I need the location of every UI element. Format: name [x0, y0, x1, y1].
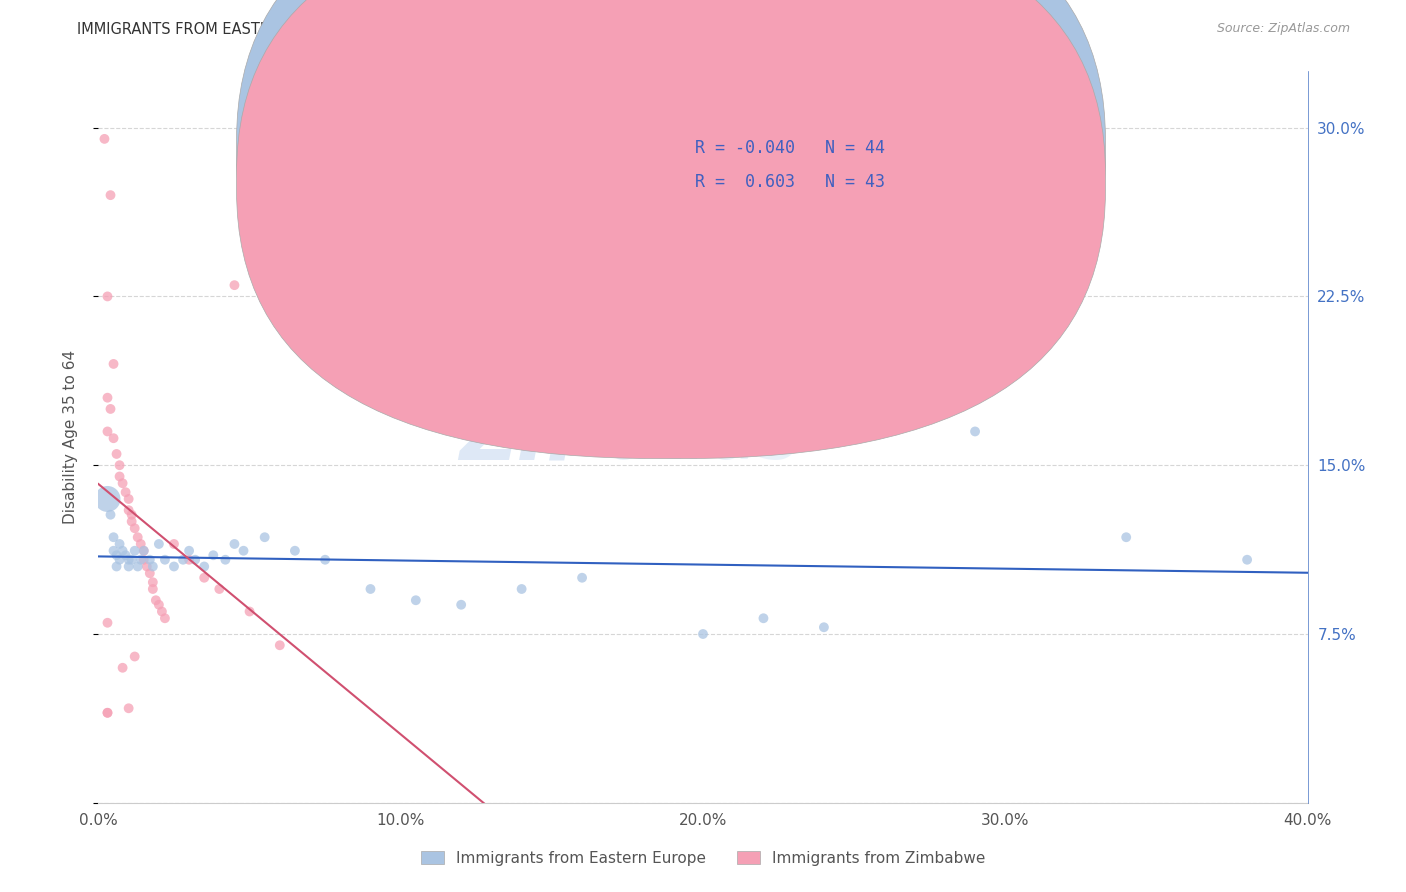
Point [114, 485, 136, 500]
Point [202, 548, 225, 562]
Point [111, 661, 134, 675]
Point [96, 289, 118, 303]
Point [214, 553, 236, 567]
Point [813, 620, 835, 634]
Point [118, 491, 141, 506]
Point [100, 188, 122, 202]
Point [111, 476, 134, 491]
Point [314, 553, 336, 567]
Point [129, 537, 152, 551]
Point [139, 553, 162, 567]
Point [103, 357, 125, 371]
Point [752, 611, 775, 625]
Point [124, 543, 146, 558]
Point [148, 598, 170, 612]
Point [150, 605, 173, 619]
Point [163, 559, 186, 574]
Point [111, 543, 134, 558]
Point [193, 571, 215, 585]
Legend: Immigrants from Eastern Europe, Immigrants from Zimbabwe: Immigrants from Eastern Europe, Immigran… [415, 845, 991, 872]
Point [96, 615, 118, 630]
Point [142, 575, 165, 590]
Point [108, 469, 131, 483]
Point [103, 530, 125, 544]
Point [108, 458, 131, 473]
Point [118, 553, 141, 567]
Point [153, 611, 176, 625]
Y-axis label: Disability Age 35 to 64: Disability Age 35 to 64 [63, 350, 77, 524]
Point [118, 559, 141, 574]
Point [269, 638, 291, 652]
Point [145, 593, 167, 607]
Point [284, 543, 307, 558]
Point [253, 530, 276, 544]
Point [450, 598, 472, 612]
Point [224, 537, 246, 551]
Point [239, 605, 262, 619]
Point [100, 401, 122, 416]
Point [965, 425, 987, 439]
Point [121, 508, 143, 522]
Point [132, 543, 155, 558]
Point [93, 132, 115, 146]
Point [163, 537, 186, 551]
Text: ZIP: ZIP [458, 398, 606, 476]
Point [96, 706, 118, 720]
Point [127, 530, 149, 544]
Point [103, 543, 125, 558]
Point [129, 553, 152, 567]
Point [103, 431, 125, 445]
Text: R = -0.040   N = 44: R = -0.040 N = 44 [695, 139, 884, 157]
Point [184, 553, 207, 567]
Point [405, 593, 427, 607]
Point [139, 566, 162, 581]
Point [96, 491, 118, 506]
Text: ®: ® [848, 409, 876, 436]
Point [224, 278, 246, 293]
Text: atlas: atlas [606, 398, 801, 476]
Point [121, 553, 143, 567]
Point [1115, 530, 1137, 544]
Point [105, 447, 128, 461]
Point [179, 553, 201, 567]
Text: Source: ZipAtlas.com: Source: ZipAtlas.com [1216, 22, 1350, 36]
Point [142, 559, 165, 574]
Point [118, 701, 141, 715]
Point [208, 582, 231, 596]
Point [108, 553, 131, 567]
Point [127, 559, 149, 574]
Point [153, 553, 176, 567]
Point [96, 391, 118, 405]
Point [100, 508, 122, 522]
Point [124, 521, 146, 535]
Point [114, 548, 136, 562]
Text: IMMIGRANTS FROM EASTERN EUROPE VS IMMIGRANTS FROM ZIMBABWE DISABILITY AGE 35 TO : IMMIGRANTS FROM EASTERN EUROPE VS IMMIGR… [77, 22, 960, 37]
Point [96, 425, 118, 439]
Point [135, 559, 157, 574]
Point [510, 582, 533, 596]
Point [571, 571, 593, 585]
Point [105, 559, 128, 574]
Point [172, 553, 194, 567]
Point [692, 627, 714, 641]
Point [96, 706, 118, 720]
Point [179, 543, 201, 558]
Point [132, 553, 155, 567]
Point [193, 559, 215, 574]
Point [108, 537, 131, 551]
Point [1236, 553, 1258, 567]
Point [121, 515, 143, 529]
Point [132, 543, 155, 558]
Point [142, 582, 165, 596]
Point [118, 503, 141, 517]
Point [232, 543, 254, 558]
Point [124, 649, 146, 664]
Point [105, 548, 128, 562]
Text: R =  0.603   N = 43: R = 0.603 N = 43 [695, 173, 884, 191]
Point [148, 537, 170, 551]
Point [360, 582, 382, 596]
